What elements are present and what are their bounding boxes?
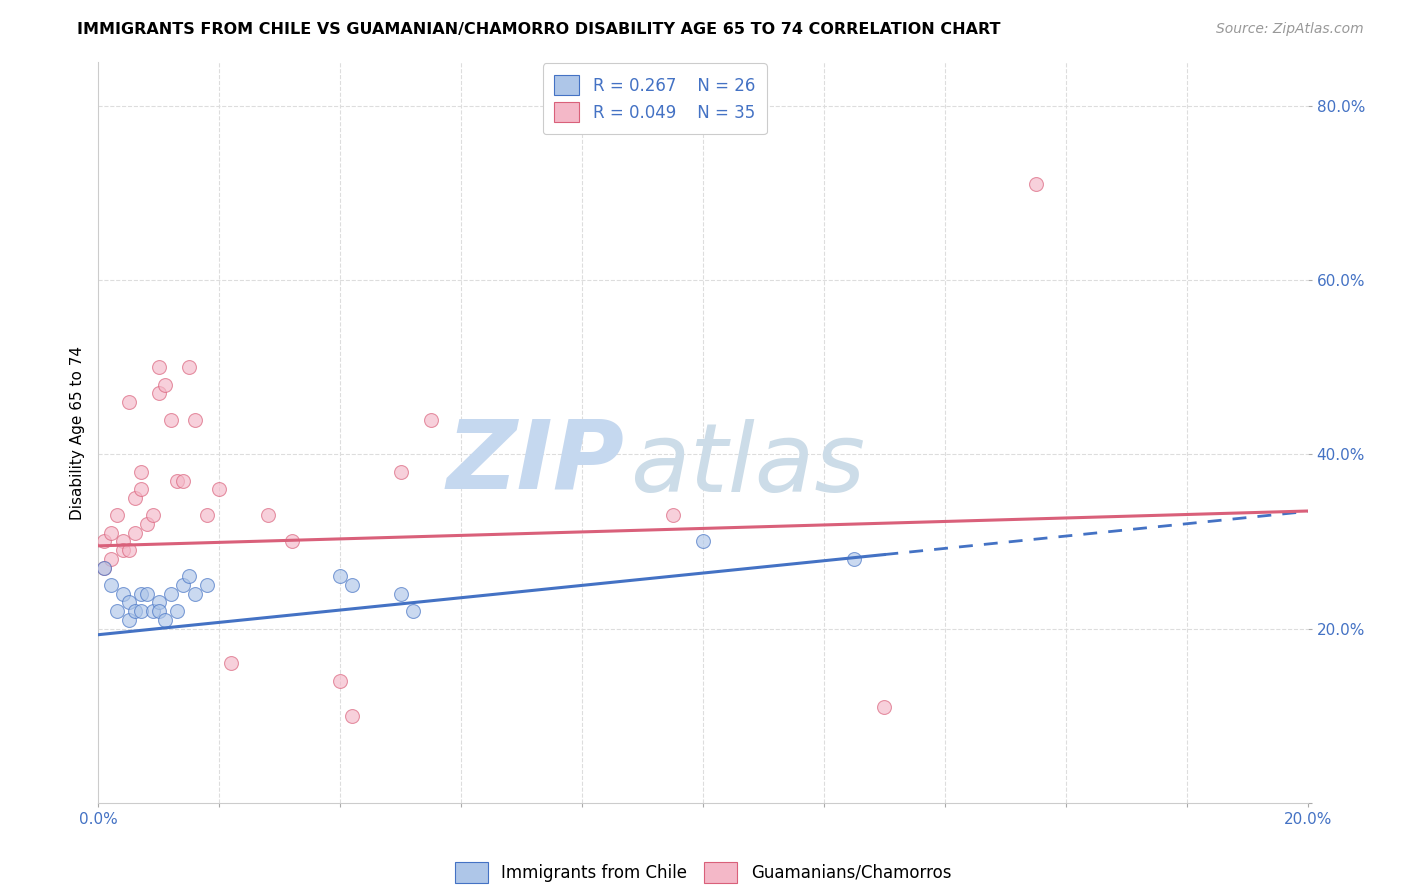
Point <box>160 587 183 601</box>
Point <box>179 360 201 375</box>
Point <box>389 587 412 601</box>
Point <box>389 465 412 479</box>
Point <box>184 587 207 601</box>
Point <box>153 377 176 392</box>
Point <box>129 587 152 601</box>
Point <box>166 474 188 488</box>
Point <box>195 578 218 592</box>
Point <box>100 525 122 540</box>
Y-axis label: Disability Age 65 to 74: Disability Age 65 to 74 <box>69 345 84 520</box>
Point <box>100 578 122 592</box>
Point <box>124 604 146 618</box>
Point <box>135 517 157 532</box>
Point <box>166 604 188 618</box>
Point <box>342 708 364 723</box>
Point <box>148 360 170 375</box>
Point <box>111 543 134 558</box>
Point <box>135 587 157 601</box>
Point <box>208 482 231 496</box>
Point <box>124 525 146 540</box>
Point <box>118 543 141 558</box>
Point <box>118 595 141 609</box>
Point <box>873 700 896 714</box>
Point <box>221 657 243 671</box>
Point <box>142 508 165 523</box>
Text: atlas: atlas <box>630 419 866 512</box>
Text: ZIP: ZIP <box>447 416 624 508</box>
Point <box>179 569 201 583</box>
Point <box>342 578 364 592</box>
Point <box>281 534 304 549</box>
Point <box>420 412 443 426</box>
Point <box>1024 178 1046 192</box>
Point <box>93 534 115 549</box>
Point <box>172 578 194 592</box>
Text: Source: ZipAtlas.com: Source: ZipAtlas.com <box>1216 22 1364 37</box>
Point <box>105 604 128 618</box>
Point <box>111 587 134 601</box>
Point <box>148 386 170 401</box>
Point <box>118 395 141 409</box>
Point <box>172 474 194 488</box>
Point <box>844 552 866 566</box>
Point <box>124 491 146 505</box>
Point <box>661 508 683 523</box>
Point <box>195 508 218 523</box>
Point <box>160 412 183 426</box>
Legend: Immigrants from Chile, Guamanians/Chamorros: Immigrants from Chile, Guamanians/Chamor… <box>449 855 957 889</box>
Point <box>129 604 152 618</box>
Point <box>148 604 170 618</box>
Text: IMMIGRANTS FROM CHILE VS GUAMANIAN/CHAMORRO DISABILITY AGE 65 TO 74 CORRELATION : IMMIGRANTS FROM CHILE VS GUAMANIAN/CHAMO… <box>77 22 1001 37</box>
Point <box>100 552 122 566</box>
Point <box>148 595 170 609</box>
Point <box>118 613 141 627</box>
Point <box>142 604 165 618</box>
Point <box>111 534 134 549</box>
Point <box>329 569 352 583</box>
Point <box>256 508 278 523</box>
Point <box>402 604 425 618</box>
Point <box>692 534 714 549</box>
Point <box>93 560 115 574</box>
Point <box>93 560 115 574</box>
Point <box>129 465 152 479</box>
Point <box>153 613 176 627</box>
Point <box>105 508 128 523</box>
Point <box>129 482 152 496</box>
Point <box>329 673 352 688</box>
Point <box>184 412 207 426</box>
